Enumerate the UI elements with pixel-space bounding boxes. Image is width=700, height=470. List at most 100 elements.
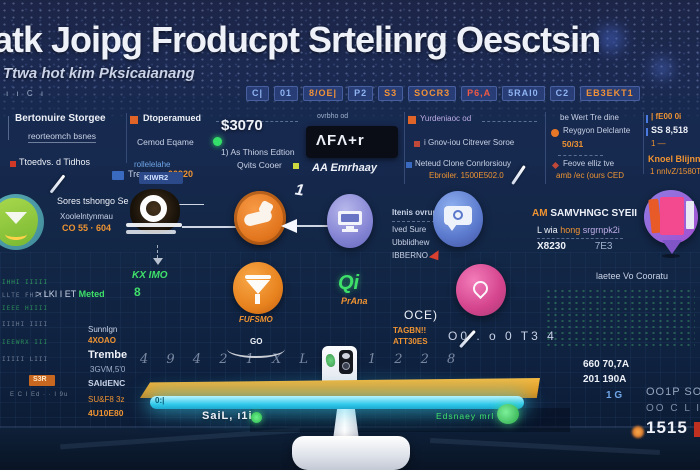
bubble-tail: [447, 224, 457, 231]
stat-5: OO C L I: [646, 403, 700, 414]
stat-3: 1 G: [606, 390, 623, 401]
matrix-line: IEEE HIIII: [2, 305, 49, 312]
funnel-icon: [233, 262, 285, 316]
panel-d-line3: Neteud Clone Conrlorsiouy: [415, 159, 512, 168]
panel-c-line1: 1) As Thions Edtion: [221, 147, 295, 157]
go-curve: [227, 340, 285, 358]
matrix-line: IEEWRX III: [2, 339, 49, 346]
arrow-tail: [296, 225, 330, 227]
led-light-bar: [150, 396, 524, 409]
monitor-base: [342, 229, 358, 232]
panel-f-line2: SS 8,518: [651, 125, 689, 135]
stat-6: 1515: [646, 418, 688, 437]
panel-f-line3: 1 —: [651, 139, 666, 148]
dashed-underline: [392, 221, 440, 222]
step4-sub-b: hong: [560, 225, 581, 235]
step3-line3: Ubblidhew: [392, 238, 430, 247]
step4-value: X8230: [537, 241, 566, 252]
smart-gadget: [322, 346, 357, 386]
code-word: Meted: [78, 289, 105, 299]
orange-bullet-icon: [130, 116, 138, 124]
mid-right-note: laetee Vo Cooratu: [596, 271, 669, 281]
panel-a-line2: reorteomch bsnes: [28, 131, 97, 144]
afa-logo: ΛFΛ+r: [306, 126, 398, 158]
panel-e-line3: 50/31: [562, 139, 584, 149]
bokeh-dot: [598, 26, 624, 52]
column-divider: [643, 112, 644, 174]
matrix-line: LLTE FHIII: [2, 292, 49, 299]
stat-2: 201 190A: [583, 374, 627, 385]
connector-line: [182, 226, 282, 228]
shield-icon: [0, 192, 46, 252]
drop-circle: [456, 264, 506, 316]
panel-f-line5: 1 nnlvZ/1580TA: [650, 167, 700, 176]
tick-marks: ı ı C ı: [6, 89, 47, 98]
orange-dot-icon: [551, 129, 559, 137]
red-tick-icon: [551, 161, 560, 170]
step4-value2: 7E3: [594, 241, 613, 252]
green-status-label: Edsnaey mrl: [436, 411, 495, 421]
drop-icon: [456, 264, 508, 318]
green-dot-icon: [213, 137, 222, 146]
desk-shadow-band: [250, 408, 570, 432]
red-bullet-icon: [10, 161, 16, 167]
status-chip-row: C| 01 8/OE| P2 S3 SOCR3 P6,A 5RAI0 C2 EB…: [246, 86, 640, 101]
orange-bullet-icon: [408, 116, 416, 124]
step-number: 1: [293, 181, 306, 200]
pin-point: [662, 240, 682, 254]
panel-c-price: $3070: [221, 117, 263, 134]
panel-b-line2: Cemod Eqame: [137, 137, 194, 147]
arrow-left-icon: [281, 219, 297, 233]
column-divider: [545, 112, 546, 184]
panel-e-line1: be Wert Tre dine: [560, 113, 619, 122]
chip: SOCR3: [408, 86, 457, 101]
panel-a-title: Bertonuire Storgee: [15, 113, 106, 124]
step1-values: CO 55 · 604: [62, 223, 112, 233]
hand-icon: [234, 191, 286, 245]
pin-shadow: [662, 254, 680, 258]
panel-d-line4: Ebroiler. 1500E502.0: [429, 171, 504, 180]
step1-title: Sores tshongo Se: [57, 196, 129, 206]
pin-icon: [642, 190, 700, 260]
green-code-digit: 8: [134, 285, 141, 299]
panel-c-line2: Qvits Cooer: [237, 160, 282, 170]
chat-icon: [433, 191, 485, 249]
qi-logo: Qi: [338, 272, 360, 294]
funnel-cone: [246, 280, 270, 294]
blue-tick-icon: [646, 115, 648, 123]
monitor-stand-base: [292, 436, 410, 470]
bokeh-dot: [652, 58, 672, 78]
yellow-bullet-icon: [293, 163, 299, 169]
oce-label: OCE): [404, 308, 438, 322]
orange-glow-dot: [632, 426, 644, 438]
funnel-glyph: [5, 212, 27, 224]
green-indicator-dot: [251, 412, 262, 423]
red-block: [694, 422, 700, 437]
funnel-stem: [255, 294, 260, 304]
bracket-line: [8, 116, 9, 140]
chip: P2: [348, 86, 374, 101]
funnel-top: [245, 275, 271, 279]
leftcol-line6: SU&F8 3z: [88, 395, 125, 404]
page-subtitle: Ttwa hot kim Pksicaianang: [3, 65, 195, 82]
chip: C2: [549, 86, 576, 101]
chip: P6,A: [461, 86, 498, 101]
panel-a-line3: Ttoedvs. d Tidhos: [19, 157, 91, 167]
dashed-divider: [558, 155, 603, 156]
green-code-label: KX IMO: [132, 270, 168, 281]
chip: 01: [274, 86, 299, 101]
matrix-line: IIIHI IIII: [2, 321, 49, 328]
panel-f-line1: | fE00 0i: [651, 112, 682, 121]
go-label: GO: [250, 337, 263, 346]
tag-label-2: ATT30ES: [393, 337, 428, 346]
column-divider: [404, 112, 405, 184]
leftcol-line2: 4XOAO: [88, 336, 117, 345]
stat-4: OO1P SO: [646, 386, 700, 398]
road-stripe: [430, 437, 660, 456]
leftcol-line3: Trembe: [88, 349, 128, 361]
qi-brand-name: PrAna: [341, 296, 368, 306]
panel-e-line5: amb /ec (ours CED: [556, 171, 625, 180]
panel-f-line4: Knoel Blijnn: [648, 154, 700, 164]
panel-b-line1: Dtoperamued: [143, 113, 202, 123]
